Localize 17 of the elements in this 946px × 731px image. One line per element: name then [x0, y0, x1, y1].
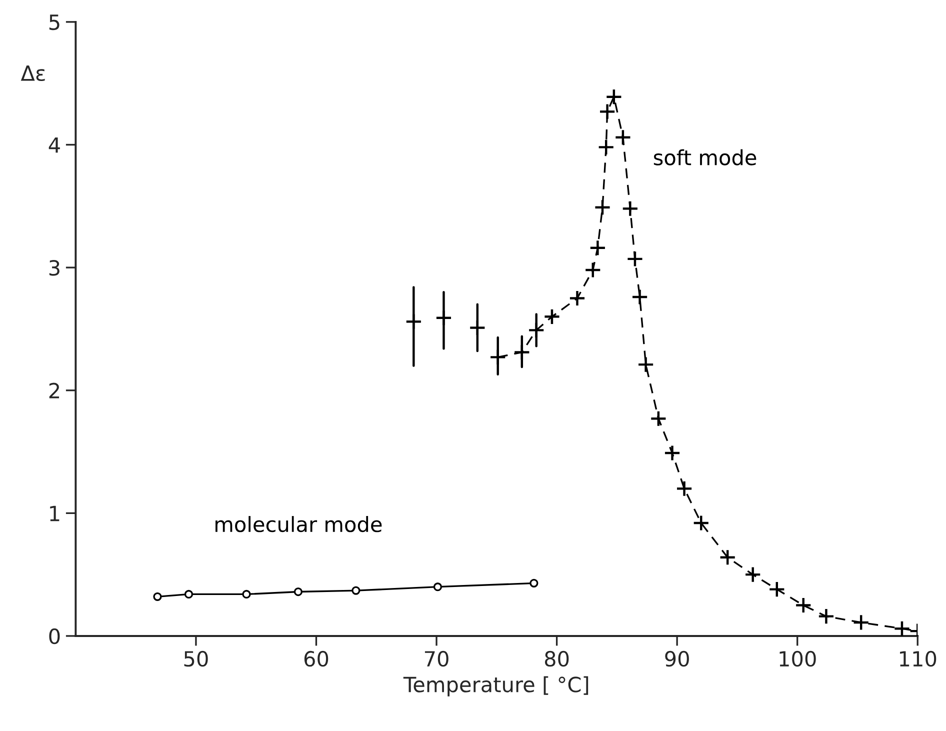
y-axis-title: Δε	[20, 66, 45, 82]
x-tick-label: 60	[304, 650, 328, 667]
text: molecular mode	[216, 516, 382, 532]
y-tick-label: 4	[48, 137, 60, 153]
series-label: soft mode	[654, 149, 756, 166]
x-tick-label: 50	[184, 650, 208, 667]
y-tick-label: 1	[50, 506, 60, 522]
y-tick-label: 3	[49, 260, 60, 276]
x-tick-label: 70	[424, 650, 448, 667]
x-tick-label: 90	[665, 650, 689, 667]
x-tick-label: 110	[900, 650, 936, 667]
y-tick-label: 0	[49, 628, 60, 644]
x-tick-label: 80	[544, 650, 569, 667]
x-tick-label: 100	[780, 650, 816, 667]
y-tick-label: 2	[49, 382, 60, 398]
x-axis-title: Temperature [ °C]	[403, 676, 588, 696]
y-tick-label: 5	[49, 14, 60, 30]
